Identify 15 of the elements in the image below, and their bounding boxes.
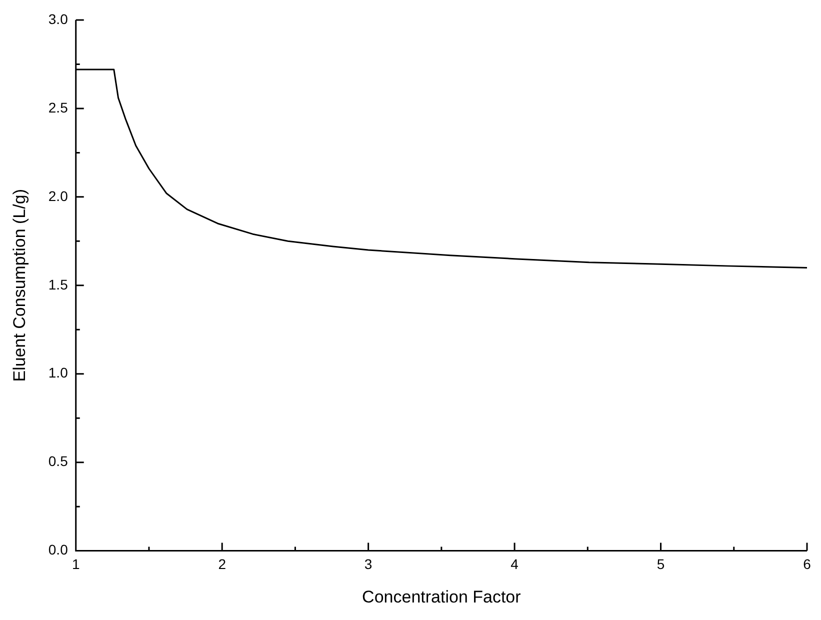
- y-tick-label: 0.5: [48, 453, 68, 470]
- x-tick-label: 3: [364, 556, 372, 572]
- x-tick-label: 1: [72, 556, 80, 572]
- y-tick-label: 3.0: [48, 10, 68, 27]
- y-tick-label: 2.5: [48, 99, 68, 116]
- y-tick-label: 1.0: [48, 364, 68, 381]
- x-tick-label: 5: [656, 556, 665, 572]
- x-tick-label: 2: [218, 556, 226, 572]
- y-tick-label: 0.0: [48, 542, 68, 558]
- x-tick-label: 6: [803, 556, 812, 572]
- y-axis-title: Eluent Consumption (L/g): [10, 189, 29, 382]
- y-tick-label: 1.5: [48, 276, 68, 292]
- y-tick-label: 2.0: [48, 188, 68, 204]
- x-axis-title: Concentration Factor: [362, 587, 522, 606]
- x-tick-label: 4: [510, 556, 519, 572]
